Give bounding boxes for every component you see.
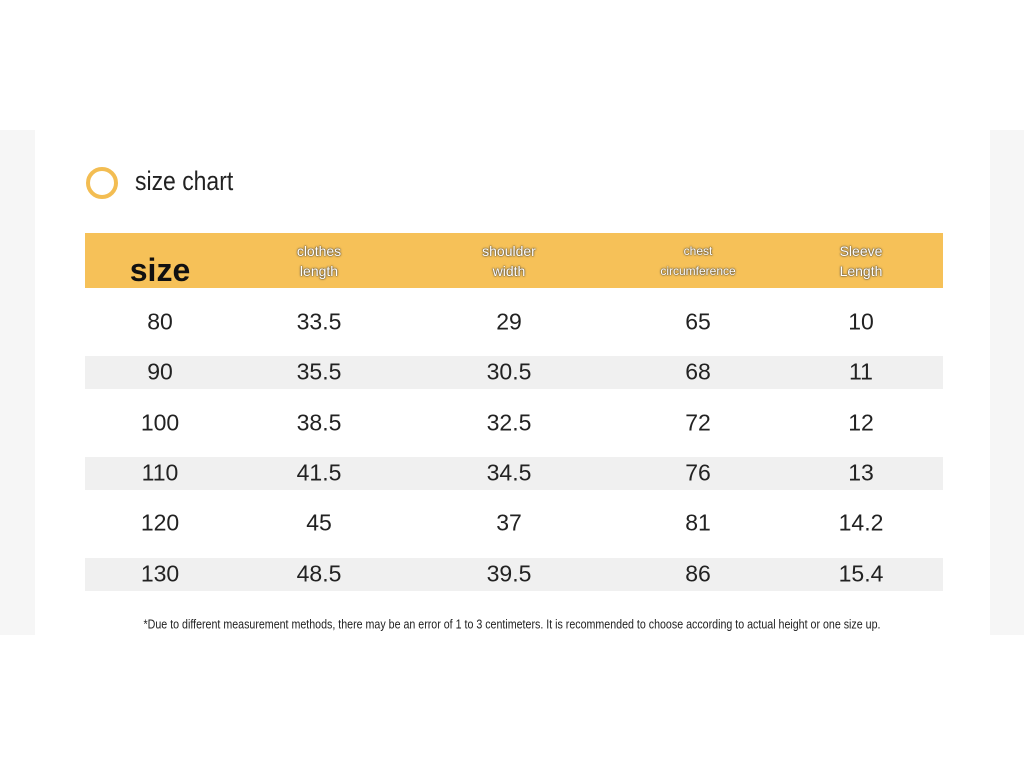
table-cell: 120: [140, 509, 180, 536]
header-bar: [85, 233, 943, 288]
table-cell: 90: [147, 358, 173, 385]
table-cell: 39.5: [486, 560, 532, 587]
table-cell: 11: [849, 358, 873, 385]
row-stripe: [85, 457, 943, 490]
table-cell: 68: [685, 358, 711, 385]
header-cell: chest circumference: [660, 244, 736, 278]
table-cell: 38.5: [296, 409, 342, 436]
table-cell: 15.4: [838, 560, 884, 587]
table-cell: 14.2: [838, 509, 884, 536]
table-cell: 33.5: [296, 308, 342, 335]
table-cell: 86: [685, 560, 711, 587]
table-cell: 80: [147, 308, 173, 335]
table-cell: 32.5: [486, 409, 532, 436]
footnote: *Due to different measurement methods, t…: [143, 616, 881, 632]
header-cell: Sleeve Length: [839, 243, 883, 279]
table-cell: 41.5: [296, 459, 342, 486]
table-cell: 72: [685, 409, 711, 436]
table-cell: 30.5: [486, 358, 532, 385]
table-cell: 45: [306, 509, 332, 536]
table-cell: 10: [848, 308, 874, 335]
title-icon: [86, 167, 118, 199]
table-cell: 29: [496, 308, 522, 335]
table-cell: 81: [685, 509, 711, 536]
table-cell: 13: [848, 459, 874, 486]
header-cell: clothes length: [296, 243, 342, 279]
table-cell: 12: [848, 409, 874, 436]
table-cell: 100: [140, 409, 180, 436]
table-cell: 35.5: [296, 358, 342, 385]
table-cell: 65: [685, 308, 711, 335]
table-cell: 37: [496, 509, 522, 536]
table-cell: 48.5: [296, 560, 342, 587]
row-stripe: [85, 558, 943, 591]
table-cell: 110: [141, 459, 179, 486]
row-stripe: [85, 356, 943, 389]
header-cell: size: [129, 252, 191, 288]
title: size chart: [135, 166, 234, 196]
table-cell: 130: [140, 560, 180, 587]
table-cell: 34.5: [486, 459, 532, 486]
table-cell: 76: [685, 459, 711, 486]
header-cell: shoulder width: [482, 243, 536, 279]
